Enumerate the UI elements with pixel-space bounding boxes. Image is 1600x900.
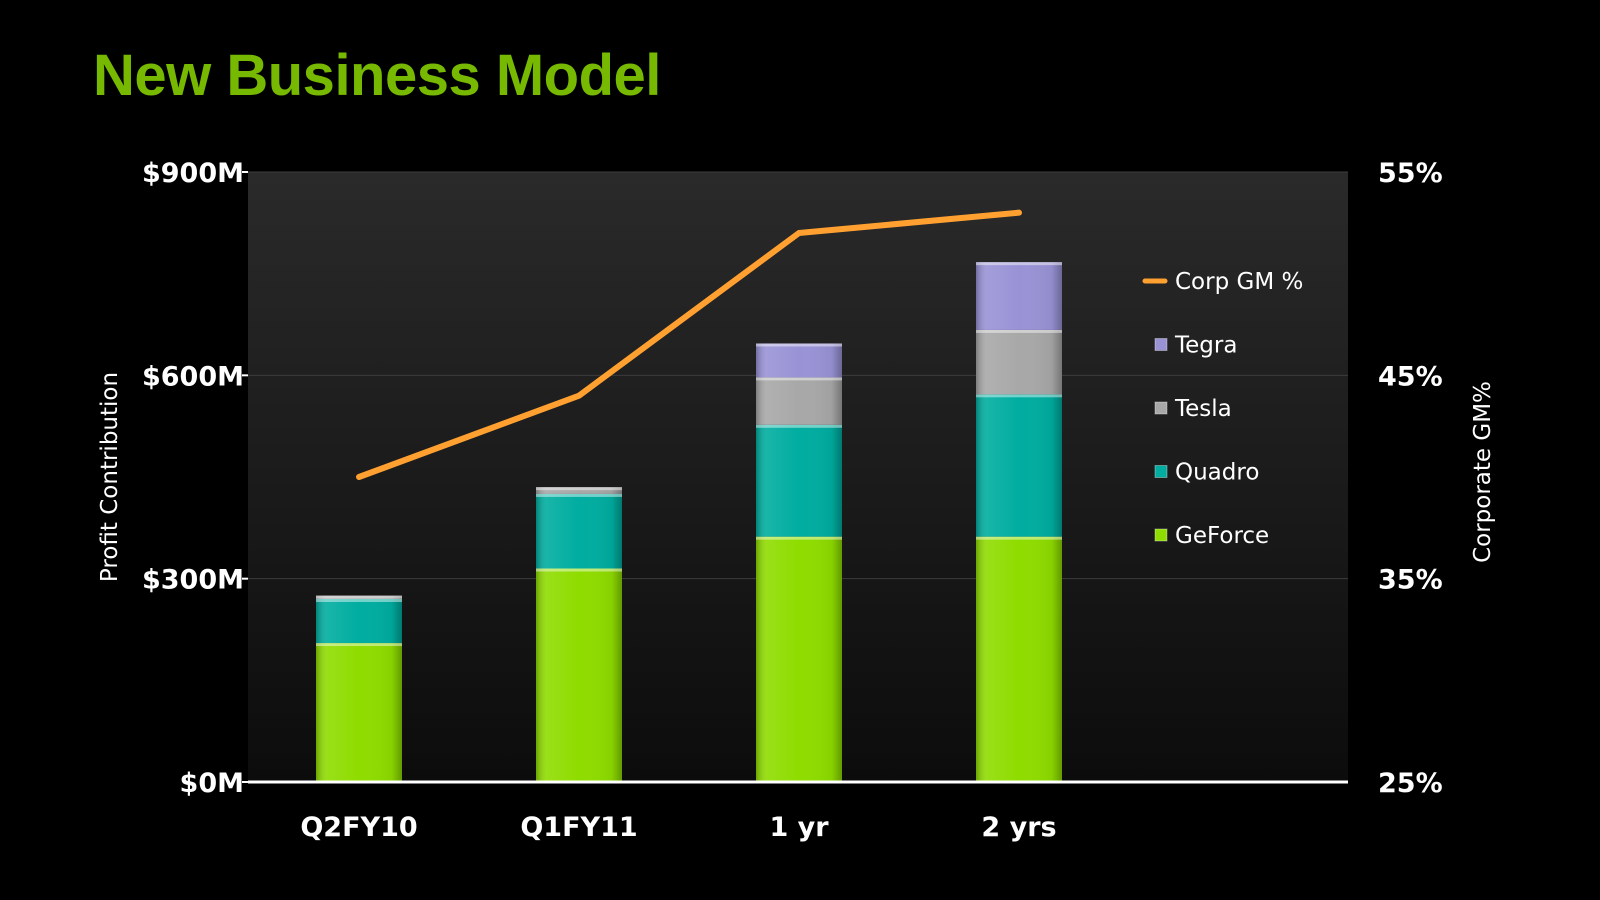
bar-shade [316, 595, 402, 599]
legend-label: Tesla [1174, 396, 1232, 422]
y-tick-label: $300M [142, 565, 244, 596]
bar-shade [756, 343, 842, 378]
legend-label: Tegra [1174, 333, 1237, 359]
bar-shade [316, 599, 402, 644]
bar-shade [536, 568, 622, 782]
y2-tick-label: 35% [1378, 565, 1443, 596]
y-axis-title: Profit Contribution [97, 372, 123, 582]
gm-line [356, 209, 1022, 480]
bar-highlight [976, 536, 1062, 540]
bar-shade [756, 377, 842, 425]
bar-shade [976, 262, 1062, 330]
bar-highlight [756, 536, 842, 540]
bar-highlight [976, 329, 1062, 333]
slide-title: New Business Model [93, 43, 661, 108]
y2-tick-label: 55% [1378, 158, 1443, 189]
bar-shade [976, 394, 1062, 537]
legend-swatch [1154, 401, 1168, 415]
y2-axis-title: Corporate GM% [1470, 381, 1496, 563]
bar-shade [756, 536, 842, 782]
bar-shade [976, 536, 1062, 782]
bar-shade [536, 487, 622, 494]
legend-label: Quadro [1175, 460, 1259, 486]
bar-highlight [976, 394, 1062, 398]
bar-highlight [536, 493, 622, 497]
x-tick-label: 2 yrs [981, 812, 1056, 843]
bar-highlight [316, 599, 402, 602]
legend-swatch [1154, 338, 1168, 351]
bar-shade [316, 643, 402, 782]
legend-label: Corp GM % [1175, 269, 1303, 295]
bar-highlight [536, 487, 622, 491]
bar-highlight [976, 262, 1062, 266]
bar-highlight [756, 343, 842, 347]
bar-highlight [316, 643, 402, 647]
bar-highlight [756, 424, 842, 428]
bar-shade [976, 329, 1062, 395]
y2-tick-label: 45% [1378, 361, 1443, 392]
bar-highlight [756, 377, 842, 381]
legend-swatch [1154, 465, 1168, 478]
legend-swatch [1154, 528, 1168, 542]
bar-highlight [536, 568, 622, 572]
bar-highlight [316, 595, 402, 599]
bar-shade [536, 493, 622, 569]
y-tick-label: $0M [180, 768, 244, 799]
x-tick-label: Q1FY11 [520, 812, 637, 843]
legend-label: GeForce [1175, 523, 1269, 549]
y-tick-label: $900M [142, 158, 244, 189]
x-tick-label: Q2FY10 [300, 812, 417, 843]
y2-tick-label: 25% [1378, 768, 1443, 799]
x-tick-label: 1 yr [769, 812, 829, 843]
bar-shade [756, 424, 842, 537]
y-tick-label: $600M [142, 361, 244, 392]
